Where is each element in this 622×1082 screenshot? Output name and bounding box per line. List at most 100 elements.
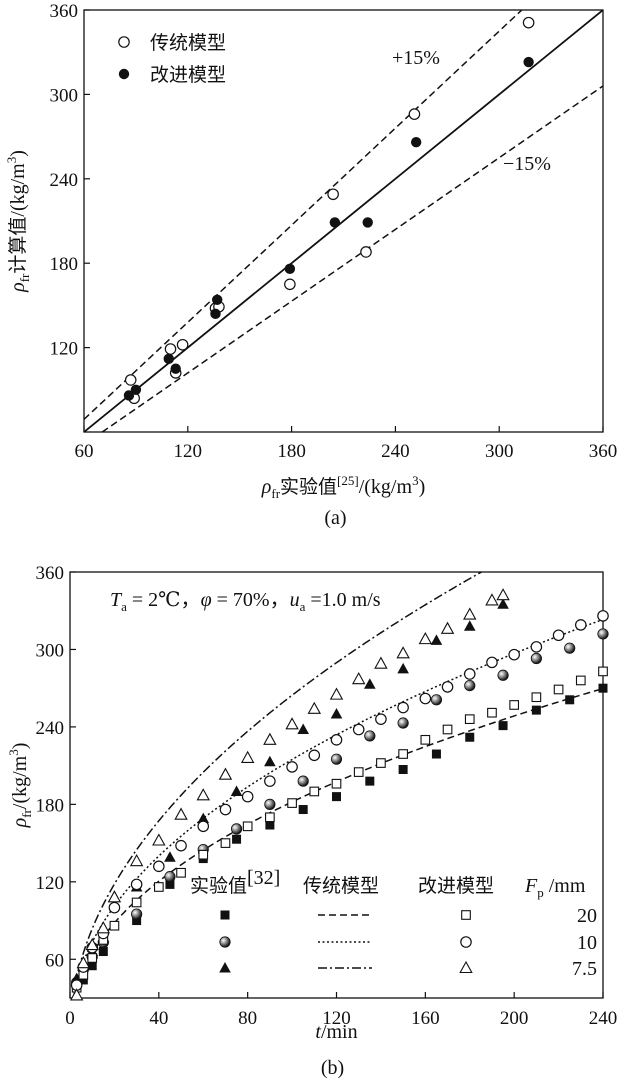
y-label-subscript: fr [19, 808, 34, 817]
legend-b: 实验值[32] 传统模型 改进模型 Fp /mm 20 10 7.5 [190, 867, 597, 980]
data-point [230, 823, 243, 835]
x-label-symbol: ρ [261, 476, 272, 498]
x-tick-label: 360 [589, 441, 618, 462]
data-point [196, 788, 210, 801]
data-point [241, 790, 254, 803]
y-label-symbol: ρ [9, 818, 31, 829]
data-point [240, 750, 255, 763]
data-point [96, 921, 111, 934]
y-tick-label: 360 [36, 563, 65, 584]
series-open-circle [70, 610, 609, 991]
data-point [329, 687, 344, 700]
data-point [598, 666, 608, 677]
data-point [297, 723, 309, 734]
data-point [153, 860, 165, 873]
data-point [508, 648, 520, 661]
x-label-text: 实验值 [280, 476, 337, 498]
data-point [420, 734, 431, 745]
data-point [464, 714, 475, 725]
data-point [597, 610, 609, 622]
data-point [360, 246, 372, 258]
data-point [531, 705, 541, 715]
data-point [598, 683, 608, 693]
data-point [284, 278, 296, 291]
x-tick-label: 200 [500, 1008, 529, 1029]
data-point [398, 765, 408, 775]
annotation-plus-15: +15% [392, 47, 440, 69]
data-point [441, 681, 454, 693]
data-point [130, 384, 142, 395]
x-label-unit: /(kg/m [359, 476, 413, 498]
reference-line [100, 85, 603, 432]
data-point [163, 353, 174, 365]
x-label-subscript: fr [271, 486, 280, 501]
data-point [108, 901, 121, 914]
x-label-unit-superscript: 3 [412, 473, 419, 488]
data-point [332, 792, 341, 802]
condition-u: u [290, 589, 300, 611]
data-point [418, 631, 433, 645]
y-label-unit-superscript: 3 [4, 157, 19, 164]
y-label-symbol: ρ [7, 282, 29, 293]
data-point [431, 749, 441, 759]
annotation-minus-15: −15% [503, 153, 551, 175]
data-point [398, 749, 408, 759]
x-tick-label: 300 [485, 441, 514, 462]
condition-T-subscript: a [121, 599, 127, 614]
data-point [164, 851, 176, 862]
data-point [597, 628, 609, 640]
data-point [496, 588, 510, 601]
data-point [175, 839, 187, 852]
caption-b: (b) [321, 1057, 344, 1079]
legend-label-improved: 改进模型 [150, 64, 226, 86]
data-point [498, 721, 508, 731]
x-tick-label: 120 [174, 441, 203, 462]
data-point [124, 374, 137, 386]
data-point [351, 672, 366, 685]
data-point [565, 695, 575, 705]
x-tick-label: 0 [65, 1008, 75, 1029]
y-axis-label: ρfr计算值/(kg/m3) [4, 150, 32, 293]
data-point [263, 732, 277, 745]
x-axis-label-b: t/min [315, 1021, 357, 1043]
data-point [69, 988, 84, 1001]
data-point [130, 878, 143, 891]
data-point [530, 652, 542, 665]
data-point [487, 707, 497, 718]
x-tick-label: 120 [322, 1008, 351, 1029]
x-tick-label: 60 [75, 441, 94, 462]
legend-fp-value: 10 [577, 932, 597, 954]
data-point [309, 786, 320, 797]
data-point [374, 656, 388, 669]
y-label-unit: /(kg/m [9, 755, 31, 809]
data-point [465, 732, 475, 742]
x-label-unit-end: ) [419, 476, 426, 498]
x-tick-label: 240 [381, 441, 410, 462]
data-point [330, 708, 343, 719]
data-point [107, 890, 122, 903]
data-point [485, 593, 499, 606]
legend-experiment-marker [219, 962, 231, 973]
x-label-unit: /min [321, 1021, 358, 1043]
data-point [574, 619, 587, 631]
data-point [575, 675, 586, 686]
data-point [153, 882, 164, 892]
legend-marker-traditional [118, 36, 130, 48]
legend-fp-value: 7.5 [572, 958, 597, 980]
data-point [265, 812, 275, 823]
legend-improved-marker [461, 910, 471, 920]
data-point [131, 908, 143, 920]
data-point [464, 679, 476, 692]
data-point [264, 755, 276, 767]
legend-header-traditional: 传统模型 [303, 875, 379, 897]
data-point [530, 641, 543, 653]
data-point [331, 778, 342, 789]
data-point [440, 621, 455, 634]
data-point [330, 753, 343, 765]
y-tick-label: 60 [45, 950, 64, 971]
data-point [212, 294, 223, 305]
legend-header-exp-text: 实验值 [190, 875, 247, 897]
condition-T: T [110, 589, 123, 611]
data-point [509, 700, 520, 710]
legend-marker-improved [118, 68, 130, 80]
